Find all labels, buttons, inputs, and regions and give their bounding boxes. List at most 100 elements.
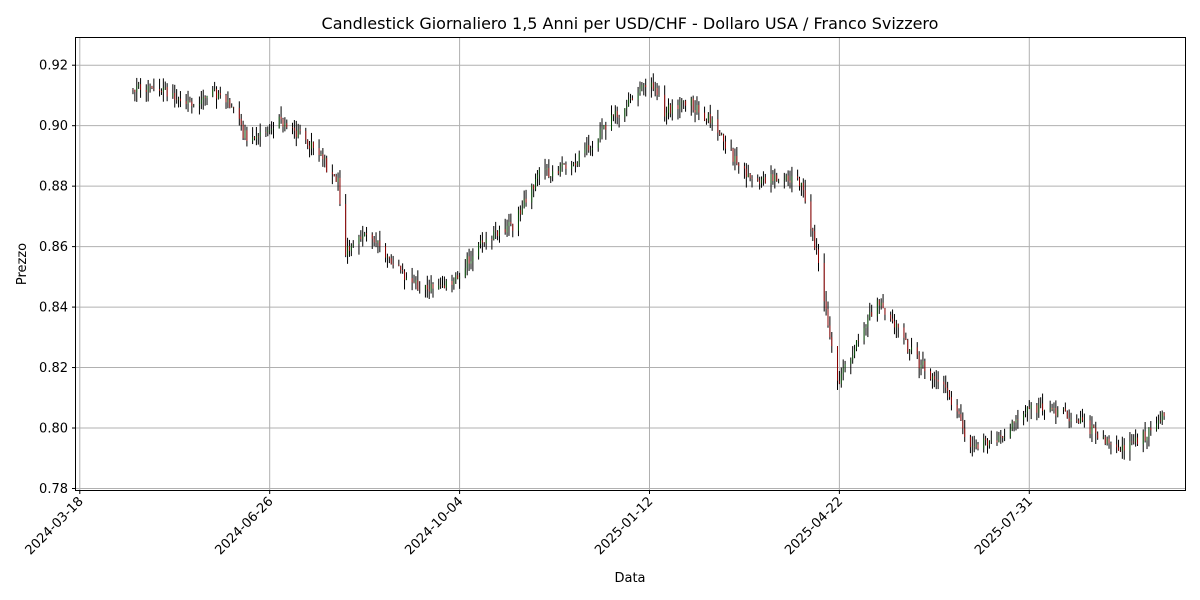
candle-body xyxy=(442,285,444,287)
candle-body xyxy=(271,128,273,131)
candle-body xyxy=(1002,436,1004,439)
y-axis-ticks: 0.78 0.80 0.82 0.84 0.86 0.88 0.90 0.92 xyxy=(39,59,76,497)
candle-body xyxy=(1049,407,1051,411)
candle-body xyxy=(783,180,785,181)
candle-body xyxy=(930,371,932,380)
candle-body xyxy=(417,280,419,290)
candle-body xyxy=(852,355,854,360)
y-tick-label: 0.84 xyxy=(39,301,68,316)
candle-body xyxy=(413,282,415,283)
candle-body xyxy=(297,129,299,138)
candle-body xyxy=(810,201,812,229)
candle-body xyxy=(140,84,142,90)
candle-body xyxy=(1011,421,1013,429)
candle-body xyxy=(307,139,309,146)
candle-body xyxy=(664,94,666,117)
candle-body xyxy=(962,420,964,429)
candle-body xyxy=(823,262,825,302)
candle-body xyxy=(535,178,537,190)
candle-body xyxy=(470,261,472,264)
candle-body xyxy=(1116,444,1118,448)
candle-body xyxy=(943,381,945,385)
candle-body xyxy=(495,230,497,232)
candle-body xyxy=(291,127,293,128)
candle-body xyxy=(1133,441,1135,443)
candle-body xyxy=(411,278,413,283)
candle-body xyxy=(867,317,869,327)
candle-body xyxy=(424,284,426,290)
candle-body xyxy=(358,236,360,245)
candle-body xyxy=(749,173,751,178)
candle-body xyxy=(590,149,592,151)
candle-body xyxy=(305,130,307,140)
candle-body xyxy=(937,379,939,382)
candle-body xyxy=(578,153,580,163)
candle-body xyxy=(386,256,388,258)
candle-body xyxy=(559,166,561,174)
x-tick-label: 2024-03-18 xyxy=(23,494,87,558)
candle-body xyxy=(269,130,271,131)
candle-body xyxy=(1064,408,1066,412)
candle-body xyxy=(645,84,647,88)
y-tick-label: 0.92 xyxy=(39,59,68,74)
candle-body xyxy=(160,90,162,93)
candle-body xyxy=(445,280,447,288)
candle-body xyxy=(521,207,523,215)
candle-body xyxy=(639,88,641,93)
candle-body xyxy=(977,444,979,449)
candle-body xyxy=(151,86,153,89)
candle-body xyxy=(973,446,975,447)
candle-body xyxy=(525,198,527,203)
candle-body xyxy=(643,84,645,86)
candle-body xyxy=(804,190,806,202)
candle-body xyxy=(272,128,274,130)
candle-body xyxy=(497,231,499,237)
candle-body xyxy=(440,285,442,287)
candle-body xyxy=(388,256,390,259)
candle-body xyxy=(895,323,897,328)
candle-body xyxy=(732,148,734,162)
candle-body xyxy=(176,99,178,101)
candle-body xyxy=(1081,417,1083,421)
candle-body xyxy=(704,112,706,121)
candle-body xyxy=(797,176,799,179)
candle-body xyxy=(897,323,899,328)
candle-body xyxy=(1129,441,1131,451)
candle-body xyxy=(204,96,206,99)
candle-body xyxy=(884,308,886,315)
plot-frame xyxy=(75,37,1186,491)
candle-body xyxy=(762,177,764,179)
candles xyxy=(132,73,1165,461)
candle-body xyxy=(244,130,246,139)
candle-body xyxy=(958,411,960,415)
candle-body xyxy=(800,182,802,187)
candle-body xyxy=(145,89,147,93)
candle-body xyxy=(206,96,208,99)
candle-body xyxy=(799,178,801,187)
candle-body xyxy=(774,175,776,181)
candle-body xyxy=(193,105,195,107)
candle-body xyxy=(364,233,366,237)
candle-body xyxy=(878,300,880,306)
candle-body xyxy=(1106,438,1108,444)
candle-body xyxy=(1038,404,1040,413)
candle-body xyxy=(772,174,774,181)
candle-body xyxy=(312,142,314,149)
candle-body xyxy=(574,163,576,166)
candle-body xyxy=(614,110,616,116)
candle-body xyxy=(179,98,181,102)
candle-body xyxy=(333,174,335,177)
candle-body xyxy=(656,87,658,96)
y-tick-label: 0.88 xyxy=(39,180,68,195)
candle-body xyxy=(255,136,257,139)
candle-body xyxy=(960,414,962,421)
candle-body xyxy=(565,164,567,169)
candle-body xyxy=(453,280,455,285)
candle-body xyxy=(842,367,844,374)
candle-body xyxy=(517,209,519,231)
candle-body xyxy=(721,134,723,135)
candle-body xyxy=(869,312,871,318)
candle-body xyxy=(709,114,711,124)
candle-body xyxy=(238,107,240,119)
